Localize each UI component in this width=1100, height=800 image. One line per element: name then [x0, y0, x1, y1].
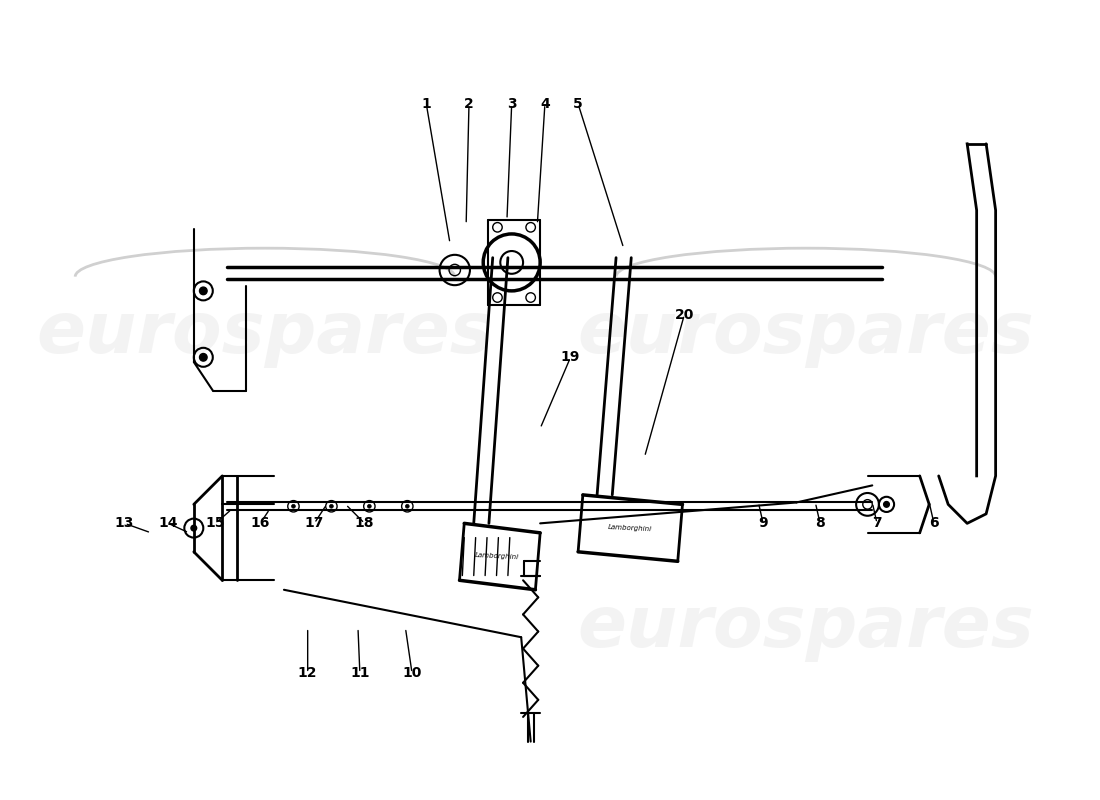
Circle shape [191, 526, 197, 531]
Text: 11: 11 [350, 666, 370, 680]
Text: 19: 19 [561, 350, 580, 364]
Text: 10: 10 [403, 666, 421, 680]
Text: Lamborghini: Lamborghini [608, 524, 652, 532]
Circle shape [199, 287, 207, 294]
Text: 1: 1 [421, 97, 431, 111]
Text: 4: 4 [540, 97, 550, 111]
Text: 7: 7 [872, 516, 882, 530]
Text: 14: 14 [158, 516, 178, 530]
Text: 18: 18 [355, 516, 374, 530]
Text: 15: 15 [206, 516, 225, 530]
Circle shape [292, 504, 295, 508]
Circle shape [330, 504, 333, 508]
Text: 3: 3 [507, 97, 517, 111]
Text: 12: 12 [298, 666, 318, 680]
Text: 13: 13 [114, 516, 134, 530]
Text: 5: 5 [573, 97, 583, 111]
Circle shape [199, 354, 207, 361]
Text: 20: 20 [674, 308, 694, 322]
Circle shape [367, 504, 372, 508]
Text: 8: 8 [815, 516, 825, 530]
Circle shape [883, 502, 889, 507]
Text: eurospares: eurospares [36, 299, 494, 368]
Text: 2: 2 [464, 97, 474, 111]
Text: 9: 9 [758, 516, 768, 530]
Text: eurospares: eurospares [578, 299, 1034, 368]
Text: Lamborghini: Lamborghini [475, 553, 519, 561]
Text: 17: 17 [305, 516, 324, 530]
Text: 16: 16 [251, 516, 270, 530]
Text: eurospares: eurospares [578, 594, 1034, 662]
Circle shape [406, 504, 409, 508]
Text: 6: 6 [930, 516, 938, 530]
